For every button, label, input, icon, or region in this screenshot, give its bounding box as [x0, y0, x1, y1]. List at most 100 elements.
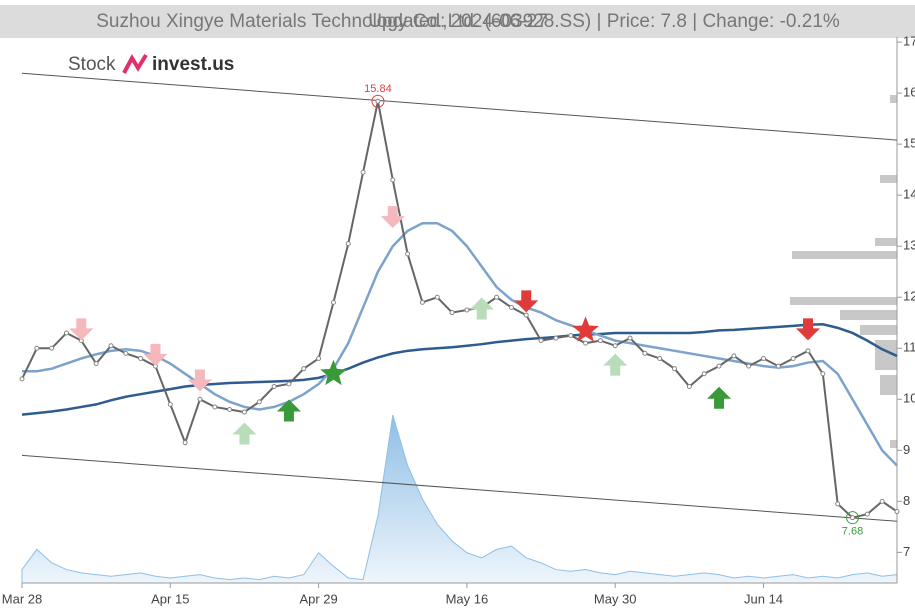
y-tick-label: 10 — [903, 391, 915, 406]
price-point — [568, 333, 574, 339]
price-point — [523, 312, 529, 318]
price-point — [672, 366, 678, 372]
logo-right: invest.us — [152, 54, 234, 75]
x-tick-label: May 30 — [594, 591, 637, 606]
extreme-marker — [371, 94, 385, 108]
y-tick-label: 8 — [903, 493, 910, 508]
volume-profile — [790, 95, 897, 448]
price-point — [256, 399, 262, 405]
price-point — [360, 169, 366, 175]
logo-left: Stock — [68, 54, 116, 75]
series-line — [21, 101, 898, 519]
price-point — [330, 299, 336, 305]
signal-marker — [380, 206, 405, 229]
price-point — [405, 251, 411, 257]
signal-marker — [707, 386, 732, 409]
price-point — [805, 348, 811, 354]
price-point — [597, 338, 603, 344]
price-point — [271, 384, 277, 390]
y-tick-label: 17 — [903, 34, 915, 49]
series-line — [21, 323, 898, 416]
price-point — [286, 381, 292, 387]
extreme-label: 7.68 — [842, 526, 863, 538]
extreme-marker — [846, 511, 860, 525]
x-tick-label: Apr 15 — [151, 591, 189, 606]
price-point — [627, 335, 633, 341]
price-point — [227, 407, 233, 413]
price-point — [212, 404, 218, 410]
price-point — [864, 511, 870, 517]
price-point — [775, 363, 781, 369]
price-point — [182, 440, 188, 446]
price-point — [63, 330, 69, 336]
price-point — [553, 335, 559, 341]
price-point — [494, 294, 500, 300]
y-tick-label: 9 — [903, 442, 910, 457]
signal-marker — [514, 290, 539, 313]
signal-marker — [232, 422, 257, 445]
price-point — [34, 345, 40, 351]
signal-marker — [603, 353, 628, 376]
x-tick-label: Apr 29 — [299, 591, 337, 606]
price-point — [642, 350, 648, 356]
y-tick-label: 11 — [903, 340, 915, 355]
volume-area — [21, 414, 898, 584]
price-point — [746, 363, 752, 369]
price-point — [197, 396, 203, 402]
price-point — [449, 310, 455, 316]
signal-marker — [469, 297, 494, 320]
signal-marker — [69, 318, 94, 341]
y-tick-label: 13 — [903, 238, 915, 253]
price-point — [49, 345, 55, 351]
price-point — [464, 307, 470, 313]
price-point — [167, 401, 173, 407]
signal-marker — [796, 318, 821, 341]
x-tick-label: May 16 — [446, 591, 489, 606]
signal-marker — [143, 343, 168, 366]
y-tick-label: 16 — [903, 85, 915, 100]
trend-line — [21, 72, 898, 141]
price-point — [345, 241, 351, 247]
price-point — [612, 343, 618, 349]
logo-icon — [122, 53, 148, 74]
price-point — [850, 515, 856, 521]
price-point — [538, 338, 544, 344]
extreme-label: 15.84 — [364, 83, 392, 95]
signal-marker — [572, 316, 599, 342]
y-tick-label: 12 — [903, 289, 915, 304]
price-point — [657, 355, 663, 361]
price-point — [835, 501, 841, 507]
chart-subtitle: Updated: 2024-06-27 — [368, 11, 548, 32]
price-point — [508, 304, 514, 310]
price-point — [583, 340, 589, 346]
price-point — [108, 343, 114, 349]
title-bar — [0, 5, 915, 38]
trend-line — [21, 454, 898, 522]
price-point — [316, 355, 322, 361]
price-point — [790, 355, 796, 361]
y-tick-label: 7 — [903, 544, 910, 559]
price-point — [701, 371, 707, 377]
signal-marker — [276, 399, 301, 422]
price-point — [419, 299, 425, 305]
price-point — [686, 384, 692, 390]
chart-title: Suzhou Xingye Materials Technology Co.,L… — [96, 11, 840, 32]
price-point — [123, 350, 129, 356]
price-point — [434, 294, 440, 300]
price-point — [820, 371, 826, 377]
price-point — [761, 355, 767, 361]
price-point — [19, 376, 25, 382]
price-point — [93, 361, 99, 367]
price-point — [716, 363, 722, 369]
price-point — [879, 498, 885, 504]
signal-marker — [320, 359, 347, 386]
price-point — [894, 509, 900, 515]
x-tick-label: Mar 28 — [2, 591, 42, 606]
signal-marker — [187, 369, 212, 392]
y-tick-label: 14 — [903, 187, 915, 202]
price-point — [375, 98, 381, 104]
price-point — [138, 355, 144, 361]
price-point — [301, 366, 307, 372]
x-tick-label: Jun 14 — [744, 591, 783, 606]
